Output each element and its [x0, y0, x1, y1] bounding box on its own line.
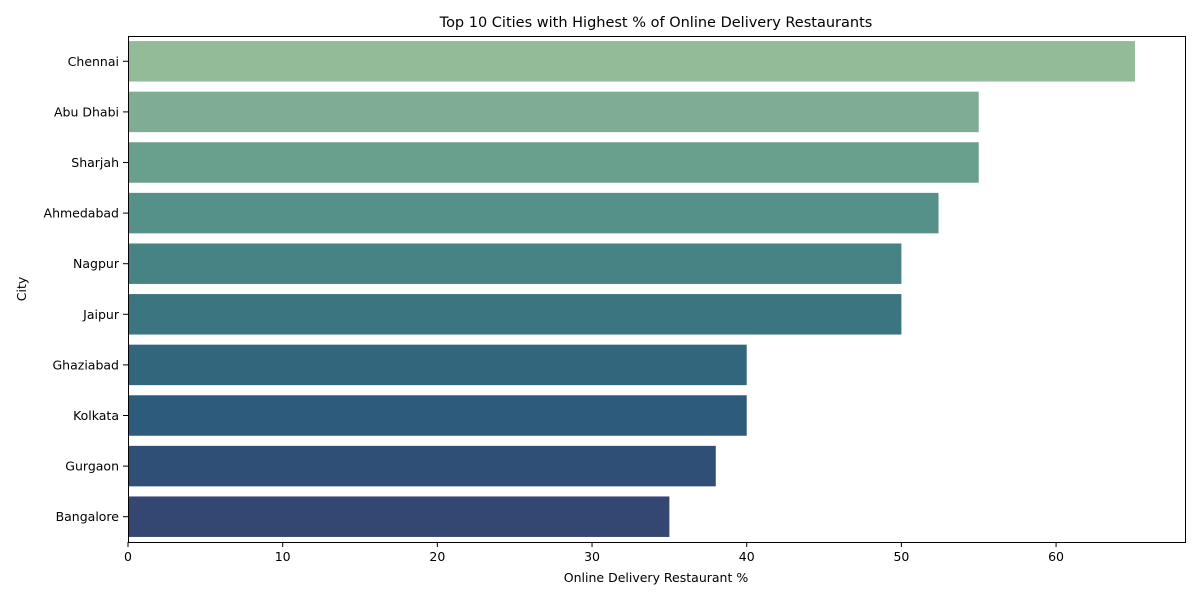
y-tick-label-nagpur: Nagpur — [73, 256, 120, 271]
x-axis-label: Online Delivery Restaurant % — [564, 570, 749, 585]
y-axis-label: City — [14, 276, 29, 301]
bar-abu-dhabi — [128, 91, 979, 133]
y-axis-ticks: Chennai Abu Dhabi Sharjah Ahmedabad Nagpur Ja… — [44, 54, 128, 524]
x-tick-label-20: 20 — [429, 549, 445, 564]
bar-chennai — [128, 41, 1135, 82]
bar-gurgaon — [128, 445, 716, 487]
y-tick-label-gurgaon: Gurgaon — [65, 459, 119, 474]
x-tick-label-30: 30 — [584, 549, 600, 564]
x-tick-label-0: 0 — [124, 549, 132, 564]
bar-bangalore — [128, 496, 670, 537]
x-tick-label-40: 40 — [739, 549, 755, 564]
bars-group — [128, 41, 1135, 537]
bar-ghaziabad — [128, 344, 747, 386]
bar-ahmedabad — [128, 192, 939, 234]
bar-kolkata — [128, 395, 747, 436]
x-axis-ticks: 0 10 20 30 40 50 60 — [124, 542, 1064, 564]
y-tick-label-ahmedabad: Ahmedabad — [44, 206, 119, 221]
y-tick-label-sharjah: Sharjah — [71, 155, 119, 170]
y-tick-label-ghaziabad: Ghaziabad — [53, 357, 120, 372]
x-tick-label-50: 50 — [893, 549, 909, 564]
bar-jaipur — [128, 294, 902, 335]
y-tick-label-abu-dhabi: Abu Dhabi — [54, 104, 119, 119]
x-tick-label-60: 60 — [1048, 549, 1064, 564]
x-tick-label-10: 10 — [275, 549, 291, 564]
y-tick-label-jaipur: Jaipur — [82, 307, 120, 322]
y-tick-label-bangalore: Bangalore — [56, 509, 120, 524]
bar-nagpur — [128, 243, 902, 284]
y-tick-label-kolkata: Kolkata — [73, 408, 119, 423]
bar-sharjah — [128, 142, 979, 183]
chart-title: Top 10 Cities with Highest % of Online D… — [439, 15, 873, 31]
y-tick-label-chennai: Chennai — [68, 54, 119, 69]
